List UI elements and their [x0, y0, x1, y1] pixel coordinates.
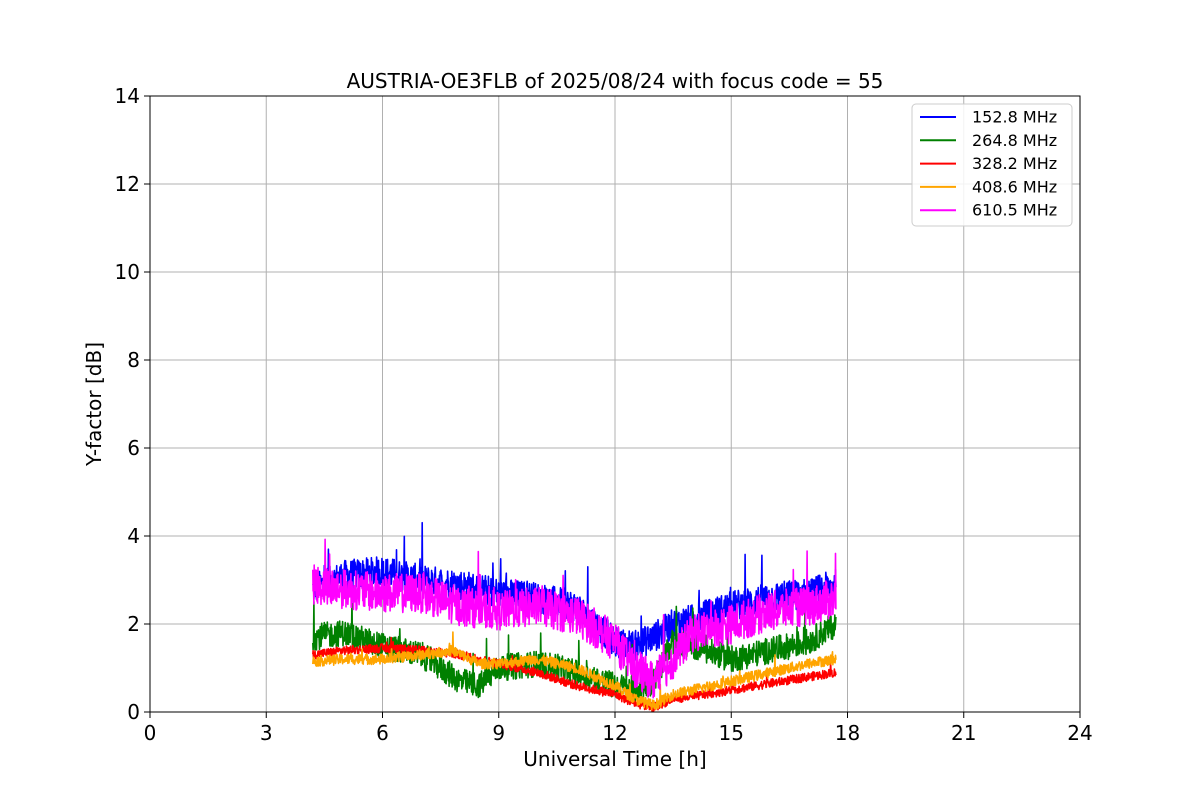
y-tick-label: 14 [115, 84, 140, 108]
x-tick-label: 6 [376, 721, 389, 745]
series-line [312, 538, 837, 699]
y-axis-label: Y-factor [dB] [82, 342, 106, 467]
y-tick-label: 10 [115, 260, 140, 284]
x-tick-label: 15 [719, 721, 744, 745]
x-tick-label: 3 [260, 721, 273, 745]
legend-label: 264.8 MHz [972, 131, 1057, 150]
series-group [312, 521, 837, 712]
x-tick-label: 24 [1067, 721, 1092, 745]
y-tick-label: 8 [127, 348, 140, 372]
x-axis: 0 3 6 9 12 15 18 21 24 [144, 712, 1093, 745]
legend-frame [911, 103, 1073, 227]
legend-label: 408.6 MHz [972, 177, 1057, 196]
y-tick-label: 6 [127, 436, 140, 460]
x-tick-label: 18 [835, 721, 860, 745]
series-line [312, 631, 837, 711]
x-tick-label: 9 [492, 721, 505, 745]
x-tick-label: 0 [144, 721, 157, 745]
legend: 152.8 MHz 264.8 MHz 328.2 MHz 408.6 MHz 610.… [911, 103, 1073, 227]
x-tick-label: 21 [951, 721, 976, 745]
chart-title: AUSTRIA-OE3FLB of 2025/08/24 with focus … [347, 69, 884, 93]
x-tick-label: 12 [602, 721, 627, 745]
y-tick-label: 12 [115, 172, 140, 196]
y-tick-label: 4 [127, 524, 140, 548]
x-axis-label: Universal Time [h] [523, 747, 706, 771]
legend-label: 152.8 MHz [972, 108, 1057, 127]
legend-label: 328.2 MHz [972, 154, 1057, 173]
y-axis: 0 2 4 6 8 10 12 14 [115, 84, 150, 724]
legend-label: 610.5 MHz [972, 201, 1057, 220]
y-tick-label: 0 [127, 700, 140, 724]
y-tick-label: 2 [127, 612, 140, 636]
series-line [312, 636, 837, 712]
